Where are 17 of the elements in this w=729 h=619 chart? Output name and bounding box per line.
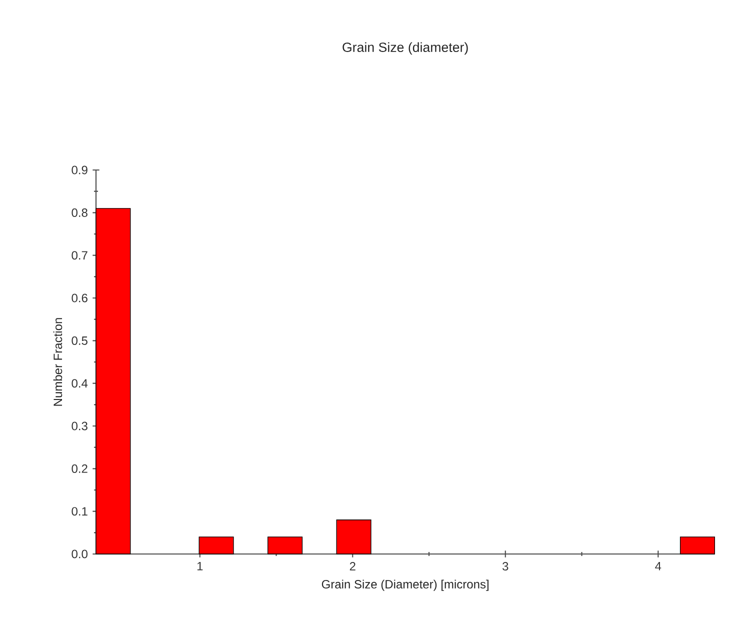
chart-title: Grain Size (diameter) — [342, 42, 468, 55]
x-axis-title: Grain Size (Diameter) [microns] — [322, 580, 488, 591]
x-tick-label: 1 — [197, 562, 203, 570]
y-tick-label: 0.9 — [72, 166, 88, 174]
x-tick-label: 4 — [655, 562, 662, 570]
y-tick-label: 0.3 — [72, 422, 88, 430]
y-tick-label: 0.6 — [72, 294, 88, 302]
y-tick-label: 0.1 — [72, 507, 88, 516]
y-axis-title: Number Fraction — [53, 318, 62, 406]
y-tick-label: 0.5 — [72, 336, 88, 345]
x-tick-label: 3 — [502, 562, 508, 571]
x-tick-label: 2 — [350, 562, 356, 570]
y-tick-label: 0.8 — [72, 208, 88, 217]
y-tick-label: 0.2 — [72, 464, 88, 473]
y-tick-label: 0.0 — [72, 550, 88, 558]
y-tick-label: 0.7 — [72, 251, 88, 260]
y-tick-label: 0.4 — [72, 379, 88, 388]
